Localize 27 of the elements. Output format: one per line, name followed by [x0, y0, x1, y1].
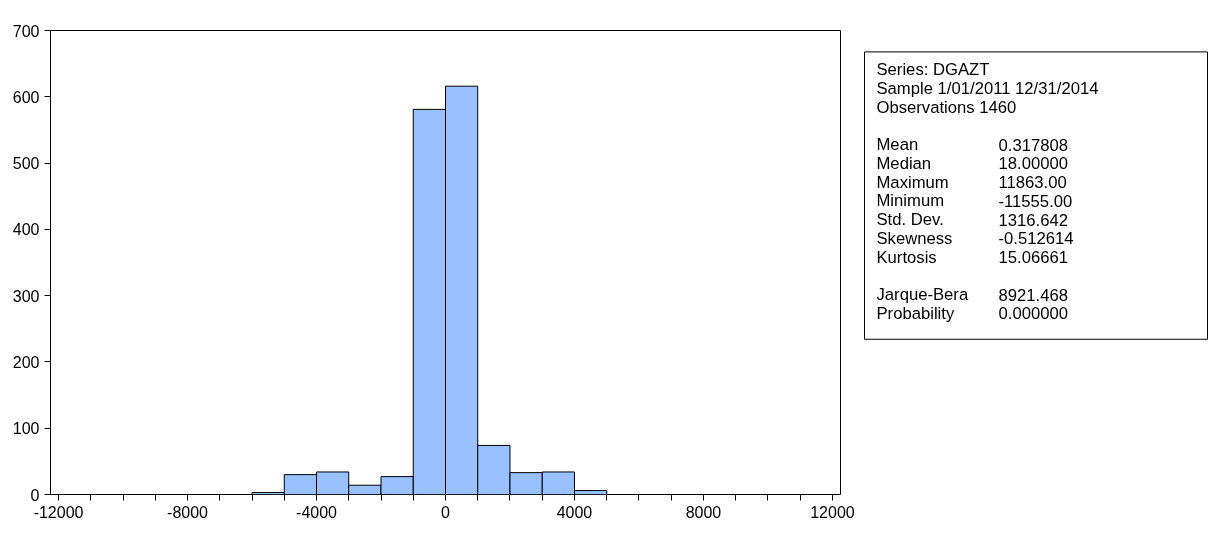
- y-tick-label: 100: [12, 420, 40, 438]
- x-tick-label: -4000: [296, 503, 338, 521]
- x-tick-label: -8000: [167, 503, 209, 521]
- y-tick-label: 200: [12, 353, 40, 371]
- y-tick-label: 300: [12, 287, 40, 305]
- x-tick-label: 12000: [810, 503, 855, 521]
- y-tick-label: 600: [12, 88, 40, 106]
- y-tick-label: 400: [12, 221, 40, 239]
- text: Mean 0.317808: [876, 135, 1068, 155]
- x-tick-label: 0: [441, 503, 451, 521]
- y-tick-label: 700: [12, 22, 40, 40]
- text: Observations 1460: [876, 97, 1017, 117]
- text: Series: DGAZT: [876, 60, 990, 80]
- text: Jarque-Bera 8921.468: [876, 285, 1068, 305]
- x-tick-label: 4000: [556, 503, 593, 521]
- text: Sample 1/01/2011 12/31/2014: [876, 79, 1099, 98]
- text: Skewness -0.512614: [876, 228, 1074, 249]
- text: Kurtosis 15.06661: [876, 247, 1068, 268]
- x-tick-label: 8000: [685, 503, 722, 521]
- text: Maximum 11863.00: [876, 172, 1067, 193]
- text: Median 18.00000: [876, 153, 1068, 174]
- y-tick-label: 500: [12, 155, 40, 173]
- text: Minimum -11555.00: [876, 191, 1073, 211]
- text: Std. Dev. 1316.642: [876, 210, 1068, 230]
- text: Probability 0.000000: [876, 303, 1068, 324]
- x-tick-label: -12000: [33, 503, 84, 521]
- y-tick-label: 0: [30, 486, 40, 504]
